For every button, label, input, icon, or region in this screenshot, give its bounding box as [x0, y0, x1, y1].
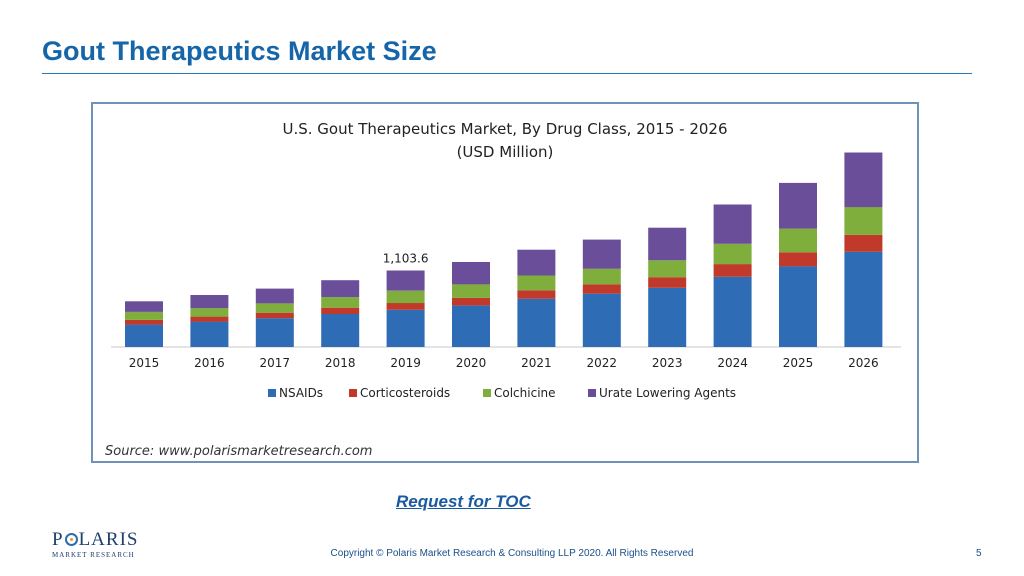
bar-segment	[648, 260, 687, 278]
bar-segment	[125, 301, 163, 312]
logo-wordmark: P LARIS	[52, 529, 139, 550]
bar-segment	[779, 252, 817, 267]
bar-segment	[386, 270, 425, 291]
bar-segment	[582, 239, 621, 269]
x-tick-label: 2016	[194, 356, 225, 370]
bar-segment	[648, 227, 687, 261]
title-divider	[42, 73, 972, 74]
data-label: 1,103.6	[383, 252, 429, 266]
x-tick-label: 2019	[390, 356, 421, 370]
x-tick-label: 2025	[783, 356, 814, 370]
legend: NSAIDs Corticosteroids Colchicine Urate Low…	[268, 386, 736, 400]
bar-segment	[844, 234, 883, 252]
chart-source: Source: www.polarismarketresearch.com	[105, 444, 372, 459]
bar-segment	[386, 309, 425, 347]
legend-swatch	[588, 389, 596, 397]
x-tick-label: 2017	[260, 356, 291, 370]
logo-star-icon	[64, 533, 78, 546]
chart-title: U.S. Gout Therapeutics Market, By Drug C…	[283, 120, 728, 138]
bar-segment	[452, 262, 490, 285]
bar-segment	[779, 228, 817, 253]
chart-subtitle: (USD Million)	[457, 143, 554, 161]
bar-segment	[648, 287, 687, 347]
bar-segment	[321, 314, 360, 347]
chart-panel: U.S. Gout Therapeutics Market, By Drug C…	[91, 102, 919, 463]
page-number: 5	[976, 548, 982, 559]
bar-segment	[125, 319, 163, 325]
bar-segment	[125, 324, 163, 347]
bar-segment	[190, 308, 229, 317]
legend-label: Corticosteroids	[360, 386, 450, 400]
logo-subtext: MARKET RESEARCH	[52, 551, 135, 559]
legend-swatch	[349, 389, 357, 397]
bar-segment	[255, 312, 294, 319]
bar-segment	[713, 264, 752, 277]
bar-segment	[844, 152, 883, 208]
x-tick-label: 2022	[587, 356, 618, 370]
bar-segment	[517, 275, 556, 291]
bar-segment	[713, 243, 752, 265]
x-tick-label: 2020	[456, 356, 487, 370]
legend-swatch	[268, 389, 276, 397]
bar-segment	[255, 303, 294, 313]
bar-segment	[321, 297, 360, 308]
x-tick-label: 2026	[848, 356, 879, 370]
bar-segment	[190, 295, 229, 309]
x-tick-label: 2018	[325, 356, 356, 370]
x-tick-labels: 2015 2016 2017 2018 2019 2020 2021 2022 2023 2024…	[129, 356, 879, 370]
x-tick-label: 2015	[129, 356, 160, 370]
annotations: 1,103.6	[383, 252, 429, 266]
bar-segment	[125, 311, 163, 320]
bar-segment	[582, 284, 621, 294]
x-tick-label: 2024	[717, 356, 748, 370]
bar-segment	[844, 251, 883, 347]
bar-segment	[582, 268, 621, 285]
bars-group	[125, 152, 883, 347]
legend-label: Colchicine	[494, 386, 556, 400]
bar-segment	[517, 290, 556, 299]
bar-segment	[779, 182, 817, 229]
bar-segment	[517, 298, 556, 347]
bar-segment	[321, 280, 360, 298]
bar-segment	[452, 297, 490, 306]
legend-swatch	[483, 389, 491, 397]
bar-segment	[452, 305, 490, 347]
bar-segment	[517, 249, 556, 276]
stacked-bar-chart: U.S. Gout Therapeutics Market, By Drug C…	[105, 120, 901, 459]
legend-label: NSAIDs	[279, 386, 323, 400]
bar-segment	[452, 284, 490, 298]
bar-segment	[648, 277, 687, 288]
bar-segment	[386, 290, 425, 304]
bar-segment	[255, 288, 294, 304]
bar-segment	[713, 276, 752, 347]
request-toc-link[interactable]: Request for TOC	[396, 492, 531, 511]
x-tick-label: 2023	[652, 356, 683, 370]
bar-segment	[844, 207, 883, 235]
bar-segment	[386, 303, 425, 310]
polaris-logo: P LARIS MARKET RESEARCH	[52, 530, 138, 559]
x-tick-label: 2021	[521, 356, 552, 370]
copyright-text: Copyright © Polaris Market Research & Co…	[330, 548, 694, 559]
bar-segment	[190, 321, 229, 347]
bar-segment	[255, 318, 294, 347]
bar-segment	[190, 316, 229, 322]
legend-label: Urate Lowering Agents	[599, 386, 736, 400]
bar-segment	[321, 307, 360, 314]
bar-segment	[582, 293, 621, 347]
bar-segment	[713, 204, 752, 244]
bar-segment	[779, 266, 817, 347]
page-title: Gout Therapeutics Market Size	[42, 36, 437, 66]
